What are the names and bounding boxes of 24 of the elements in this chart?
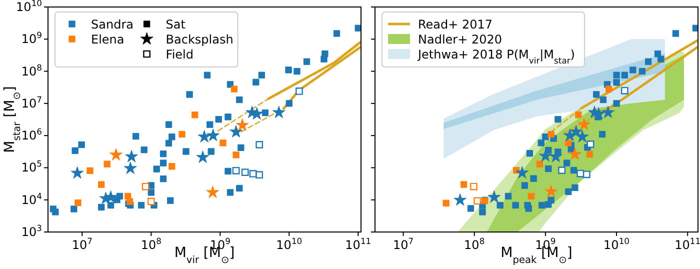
x-tick-label: 10$^{7}$: [72, 236, 92, 252]
y-tick-label: 10$^{6}$: [21, 126, 42, 143]
legend-label: Jethwa+ 2018 P(M$_{vir}$|M$_{star}$): [417, 48, 575, 66]
y-tick-label: 10$^{9}$: [21, 30, 42, 46]
y-tick-label: 10$^{5}$: [21, 158, 42, 175]
legend-label: Read+ 2017: [418, 18, 493, 32]
x-tick-label: 10$^{10}$: [276, 236, 302, 252]
y-tick-label: 10$^{7}$: [21, 94, 42, 110]
x-tick-label: 10$^{11}$: [345, 236, 372, 252]
x-tick-label: 10$^{10}$: [604, 236, 630, 252]
legend-label: Field: [166, 48, 194, 62]
legend-label: Elena: [91, 32, 124, 46]
y-tick-label: 10$^{4}$: [21, 190, 42, 207]
x-tick-label: 10$^{8}$: [140, 236, 162, 252]
legend-label: Nadler+ 2020: [418, 32, 502, 46]
y-tick-label: 10$^{10}$: [16, 0, 42, 14]
legend-label: Backsplash: [166, 32, 234, 46]
legend-label: Sat: [166, 18, 186, 32]
legend-label: Sandra: [91, 18, 134, 32]
y-tick-label: 10$^{8}$: [21, 62, 42, 78]
x-tick-label: 10$^{11}$: [674, 236, 700, 252]
x-tick-label: 10$^{7}$: [392, 236, 414, 252]
x-tick-label: 10$^{8}$: [464, 236, 485, 252]
y-tick-label: 10$^{3}$: [21, 223, 42, 239]
